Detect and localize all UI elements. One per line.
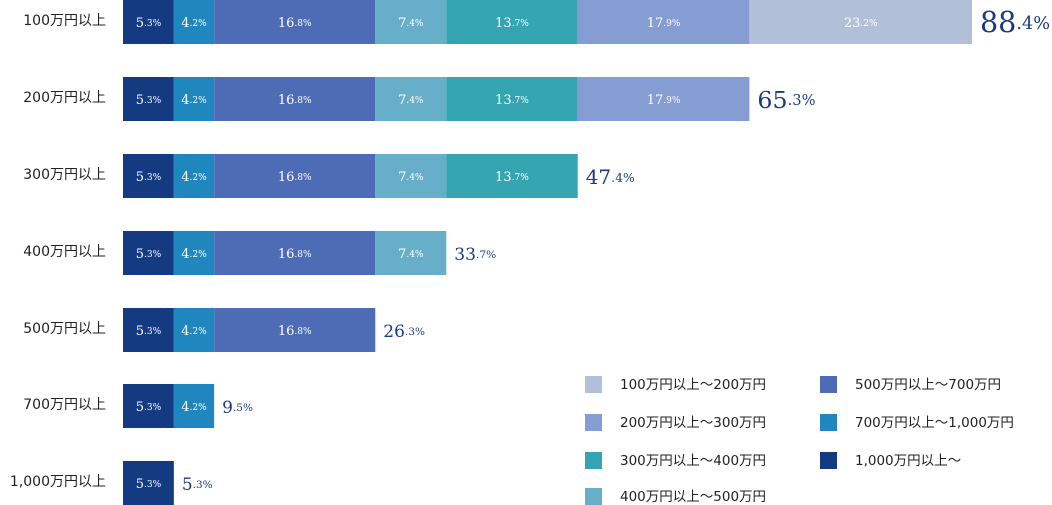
legend-swatch — [585, 488, 602, 505]
segment-value-label: 5.3% — [136, 247, 162, 262]
legend-swatch — [585, 414, 602, 431]
segment-value-label: 5.3% — [136, 400, 162, 415]
bar-segment — [446, 77, 578, 121]
bar-segment — [577, 0, 750, 44]
legend-label: 400万円以上～500万円 — [620, 489, 766, 505]
legend: 100万円以上～200万円 200万円以上～300万円 300万円以上～400万円 4… — [585, 376, 1014, 505]
bar-segment — [214, 308, 376, 352]
bar-segment — [123, 308, 174, 352]
legend-label: 700万円以上～1,000万円 — [855, 415, 1014, 431]
bar-segment — [123, 461, 174, 505]
legend-swatch — [820, 414, 837, 431]
total-value-label: 26.3% — [383, 322, 425, 342]
segment-value-label: 16.8% — [278, 93, 312, 108]
bar-segment — [214, 231, 376, 275]
segment-value-label: 4.2% — [181, 247, 207, 262]
legend-swatch — [820, 452, 837, 469]
segment-value-label: 13.7% — [495, 16, 529, 31]
segment-value-label: 13.7% — [495, 170, 529, 185]
bar-segment — [577, 77, 750, 121]
segment-value-label: 5.3% — [136, 93, 162, 108]
segment-value-label: 7.4% — [398, 93, 424, 108]
total-value-label: 5.3% — [182, 475, 213, 495]
bar-segment — [173, 308, 215, 352]
bar-segment — [173, 384, 215, 428]
category-label: 700万円以上 — [23, 397, 106, 413]
bar-segment — [123, 231, 174, 275]
bar-segment — [173, 0, 215, 44]
bar-segment — [446, 0, 578, 44]
segment-value-label: 7.4% — [398, 170, 424, 185]
segment-value-label: 7.4% — [398, 16, 424, 31]
total-value-label: 65.3% — [757, 86, 815, 114]
bar-segment — [123, 154, 174, 198]
segment-value-label: 13.7% — [495, 93, 529, 108]
segment-value-label: 5.3% — [136, 170, 162, 185]
category-label: 300万円以上 — [23, 167, 106, 183]
total-value-label: 9.5% — [222, 398, 253, 418]
legend-swatch — [820, 376, 837, 393]
bar-segment — [123, 384, 174, 428]
bar-segment — [214, 0, 376, 44]
segment-value-label: 7.4% — [398, 247, 424, 262]
segment-value-label: 17.9% — [647, 93, 681, 108]
legend-label: 300万円以上～400万円 — [620, 453, 766, 469]
bar-segment — [375, 231, 447, 275]
legend-label: 500万円以上～700万円 — [855, 377, 1001, 393]
segment-value-label: 16.8% — [278, 16, 312, 31]
segment-value-label: 4.2% — [181, 93, 207, 108]
category-label: 100万円以上 — [23, 13, 106, 29]
bar-segment — [375, 0, 447, 44]
legend-swatch — [585, 452, 602, 469]
bar-segment — [123, 0, 174, 44]
category-label: 1,000万円以上 — [10, 474, 106, 490]
category-label: 200万円以上 — [23, 90, 106, 106]
bar-segment — [214, 154, 376, 198]
segment-value-label: 5.3% — [136, 324, 162, 339]
category-label: 400万円以上 — [23, 244, 106, 260]
bar-segment — [375, 77, 447, 121]
bar-segment — [173, 154, 215, 198]
total-value-label: 33.7% — [454, 245, 496, 265]
category-label: 500万円以上 — [23, 321, 106, 337]
segment-value-label: 5.3% — [136, 16, 162, 31]
segment-value-label: 4.2% — [181, 16, 207, 31]
segment-value-label: 4.2% — [181, 324, 207, 339]
segment-value-label: 4.2% — [181, 400, 207, 415]
legend-label: 200万円以上～300万円 — [620, 415, 766, 431]
bar-segment — [446, 154, 578, 198]
legend-label: 100万円以上～200万円 — [620, 377, 766, 393]
segment-value-label: 16.8% — [278, 247, 312, 262]
bar-segment — [123, 77, 174, 121]
bar-segment — [214, 77, 376, 121]
legend-label: 1,000万円以上～ — [855, 453, 961, 469]
segment-value-label: 5.3% — [136, 477, 162, 492]
segment-value-label: 4.2% — [181, 170, 207, 185]
segment-value-label: 16.8% — [278, 170, 312, 185]
segment-value-label: 16.8% — [278, 324, 312, 339]
total-value-label: 47.4% — [586, 165, 635, 189]
segment-value-label: 23.2% — [844, 16, 878, 31]
segment-value-label: 17.9% — [647, 16, 681, 31]
legend-swatch — [585, 376, 602, 393]
bar-segment — [749, 0, 972, 44]
bar-segment — [375, 154, 447, 198]
bar-segment — [173, 77, 215, 121]
total-value-label: 88.4% — [980, 5, 1050, 39]
bar-segment — [173, 231, 215, 275]
